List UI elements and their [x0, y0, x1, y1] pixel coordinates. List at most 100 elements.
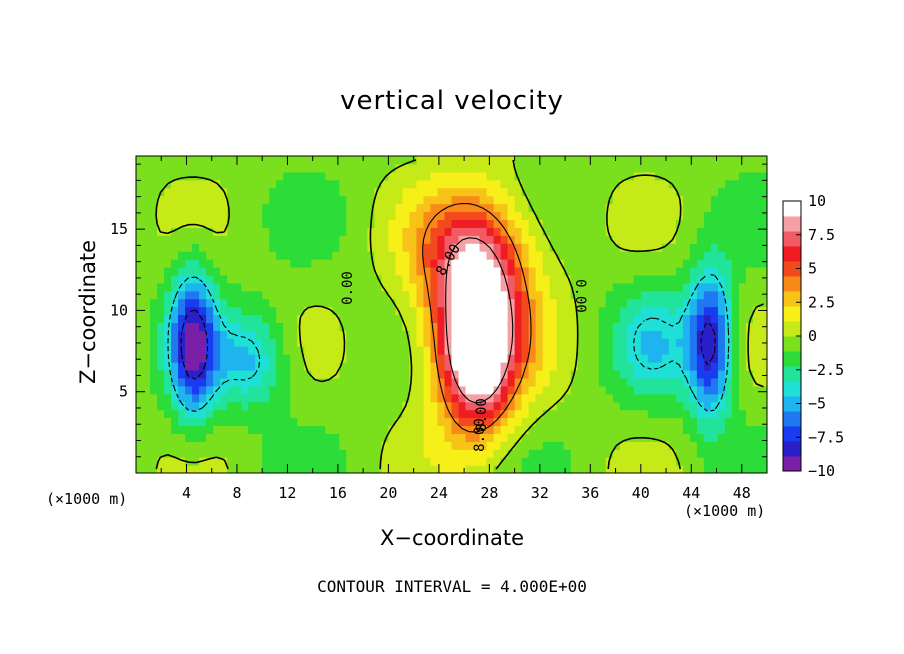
heatmap-cell [367, 195, 375, 205]
heatmap-cell [668, 163, 677, 173]
heatmap-cell [752, 227, 761, 236]
heatmap-cell [318, 227, 326, 236]
heatmap-cell [318, 449, 326, 458]
heatmap-cell [696, 251, 705, 260]
heatmap-cell [304, 306, 312, 316]
heatmap-cell [360, 219, 368, 228]
heatmap-cell [654, 385, 663, 395]
heatmap-cell [584, 346, 593, 355]
heatmap-cell [297, 219, 305, 228]
heatmap-cell [206, 187, 214, 197]
heatmap-cell [213, 163, 221, 173]
heatmap-cell [661, 449, 670, 458]
heatmap-cell [577, 235, 586, 244]
heatmap-cell [199, 449, 207, 458]
heatmap-cell [556, 369, 565, 379]
heatmap-cell [171, 457, 179, 466]
heatmap-cell [458, 346, 467, 355]
heatmap-cell [528, 338, 537, 347]
heatmap-cell [731, 298, 740, 308]
heatmap-cell [381, 330, 389, 339]
heatmap-cell [542, 330, 551, 339]
heatmap-cell [619, 314, 628, 324]
heatmap-cell [360, 195, 368, 205]
heatmap-cell [339, 338, 347, 347]
heatmap-cell [430, 298, 439, 308]
heatmap-cell [640, 322, 649, 331]
heatmap-cell [283, 322, 291, 331]
heatmap-cell [388, 393, 397, 403]
heatmap-cell [724, 322, 733, 331]
heatmap-cell [311, 219, 319, 228]
heatmap-cell [507, 449, 516, 458]
heatmap-cell [304, 449, 312, 458]
heatmap-cell [542, 187, 551, 197]
heatmap-cell [227, 346, 235, 355]
heatmap-cell [241, 369, 249, 379]
heatmap-cell [227, 298, 235, 308]
heatmap-cell [703, 163, 712, 173]
heatmap-cell [213, 187, 221, 197]
heatmap-cell [451, 393, 460, 403]
heatmap-cell [241, 187, 249, 197]
heatmap-cell [584, 362, 593, 371]
heatmap-cell [500, 282, 509, 292]
heatmap-cell [528, 266, 537, 276]
heatmap-cell [262, 449, 270, 458]
heatmap-cell [689, 449, 698, 458]
heatmap-cell [374, 235, 382, 244]
heatmap-cell [612, 195, 621, 205]
heatmap-cell [500, 330, 509, 339]
heatmap-cell [451, 219, 460, 228]
heatmap-cell [738, 385, 747, 395]
heatmap-cell [465, 251, 474, 260]
heatmap-cell [486, 156, 495, 165]
heatmap-cell [661, 441, 670, 450]
heatmap-cell [584, 338, 593, 347]
heatmap-cell [745, 227, 754, 236]
heatmap-cell [507, 369, 516, 379]
heatmap-cell [283, 219, 291, 228]
heatmap-cell [430, 425, 439, 434]
heatmap-cell [409, 203, 418, 213]
heatmap-cell [752, 322, 761, 331]
heatmap-cell [150, 219, 158, 228]
heatmap-cell [234, 235, 242, 244]
heatmap-cell [213, 330, 221, 339]
heatmap-cell [339, 187, 347, 197]
heatmap-cell [185, 227, 193, 236]
heatmap-cell [752, 393, 761, 403]
heatmap-cell [276, 171, 284, 181]
heatmap-cell [143, 298, 151, 308]
heatmap-cell [157, 330, 165, 339]
heatmap-cell [402, 251, 411, 260]
heatmap-cell [717, 425, 726, 434]
heatmap-cell [255, 393, 263, 403]
heatmap-cell [577, 449, 586, 458]
heatmap-cell [395, 441, 404, 450]
heatmap-cell [353, 401, 361, 411]
heatmap-cell [591, 187, 600, 197]
heatmap-cell [220, 163, 228, 173]
heatmap-cell [192, 330, 200, 339]
heatmap-cell [507, 259, 516, 268]
heatmap-cell [703, 306, 712, 316]
heatmap-cell [297, 401, 305, 411]
heatmap-cell [283, 195, 291, 205]
heatmap-cell [136, 346, 144, 355]
heatmap-cell [346, 156, 354, 165]
heatmap-cell [528, 306, 537, 316]
heatmap-cell [234, 227, 242, 236]
heatmap-cell [689, 346, 698, 355]
heatmap-cell [388, 465, 397, 473]
heatmap-cell [367, 409, 375, 419]
heatmap-cell [745, 156, 754, 165]
heatmap-cell [514, 393, 523, 403]
heatmap-cell [745, 203, 754, 213]
heatmap-cell [416, 346, 425, 355]
heatmap-cell [318, 346, 326, 355]
heatmap-cell [353, 362, 361, 371]
heatmap-cell [682, 195, 691, 205]
heatmap-cell [171, 195, 179, 205]
heatmap-cell [619, 354, 628, 363]
